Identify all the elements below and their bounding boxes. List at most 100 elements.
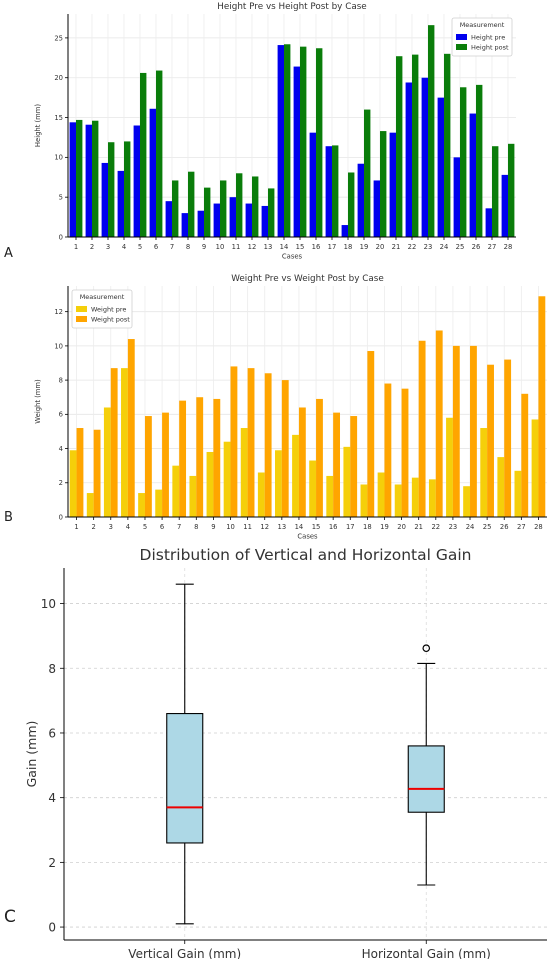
- bar: [274, 450, 282, 517]
- x-tick-label: 2: [90, 243, 94, 251]
- y-tick-label: 0: [59, 233, 63, 241]
- bar: [293, 66, 300, 237]
- y-tick-label: 0: [59, 513, 63, 521]
- bar: [236, 173, 243, 237]
- bar: [476, 84, 483, 237]
- bar: [223, 441, 231, 517]
- bar: [325, 146, 332, 237]
- x-tick-label: 4: [122, 243, 126, 251]
- bar: [350, 416, 358, 517]
- x-tick-label: 22: [431, 523, 440, 531]
- x-tick-label: 26: [472, 243, 481, 251]
- bar: [165, 201, 172, 237]
- bar: [316, 48, 323, 237]
- legend-entry: Height pre: [471, 34, 505, 42]
- x-tick-label: 20: [376, 243, 385, 251]
- bar: [364, 109, 371, 237]
- bar: [103, 407, 111, 517]
- box: [407, 745, 445, 813]
- legend-entry: Weight post: [91, 316, 130, 324]
- x-tick-label: 16: [329, 523, 338, 531]
- bar: [377, 472, 385, 517]
- y-tick-label: 8: [48, 662, 56, 676]
- legend-entry: Height post: [471, 44, 509, 52]
- bar: [156, 70, 163, 238]
- bar: [300, 46, 307, 238]
- bar: [341, 225, 348, 237]
- bar: [179, 400, 187, 517]
- x-tick-label: 17: [346, 523, 355, 531]
- bar: [204, 187, 211, 237]
- y-tick-label: 4: [48, 791, 56, 805]
- bar: [261, 205, 268, 237]
- bar: [86, 493, 94, 517]
- bar: [333, 412, 341, 517]
- bar: [133, 125, 140, 237]
- x-tick-label: 25: [456, 243, 465, 251]
- bar: [149, 108, 156, 238]
- bar: [428, 25, 435, 238]
- bar: [460, 87, 467, 238]
- x-tick-label: Horizontal Gain (mm): [362, 947, 491, 959]
- bar: [230, 366, 238, 517]
- x-tick-label: 10: [226, 523, 235, 531]
- bar: [172, 180, 179, 237]
- bar: [277, 45, 284, 237]
- bar: [240, 428, 248, 517]
- bar: [508, 143, 515, 237]
- bar: [343, 446, 351, 517]
- x-tick-label: 26: [500, 523, 509, 531]
- x-tick-label: 15: [296, 243, 305, 251]
- legend-entry: Weight pre: [91, 306, 126, 314]
- x-tick-label: 14: [280, 243, 289, 251]
- y-tick-label: 5: [59, 194, 63, 202]
- bar: [470, 345, 477, 517]
- x-tick-label: 3: [106, 243, 110, 251]
- legend-swatch: [456, 44, 467, 50]
- x-axis-label: Cases: [297, 533, 318, 541]
- bar: [281, 380, 289, 517]
- x-tick-label: 13: [264, 243, 273, 251]
- bar: [229, 197, 236, 237]
- bar: [162, 412, 169, 517]
- x-tick-label: 7: [170, 243, 174, 251]
- x-tick-label: 20: [397, 523, 406, 531]
- bar: [257, 472, 265, 517]
- panel-label-b: B: [4, 510, 13, 525]
- y-tick-label: 6: [59, 411, 63, 419]
- y-tick-label: 20: [54, 74, 63, 82]
- y-tick-label: 0: [48, 921, 56, 935]
- bar: [309, 460, 317, 517]
- weight-chart-title: Weight Pre vs Weight Post by Case: [231, 274, 384, 284]
- x-tick-label: 6: [154, 243, 158, 251]
- bar: [384, 383, 392, 517]
- panel-label-c: C: [4, 907, 16, 927]
- bar: [197, 210, 204, 237]
- x-tick-label: 10: [216, 243, 225, 251]
- x-tick-label: 18: [344, 243, 353, 251]
- x-tick-label: 23: [424, 243, 433, 251]
- y-tick-label: 10: [54, 342, 63, 350]
- legend-swatch: [76, 306, 87, 312]
- x-tick-label: 16: [312, 243, 321, 251]
- bar: [188, 171, 195, 237]
- bar: [492, 146, 499, 237]
- bar: [501, 174, 508, 237]
- y-tick-label: 4: [59, 445, 63, 453]
- bar: [284, 44, 291, 238]
- x-axis-label: Cases: [282, 253, 303, 261]
- x-tick-label: 5: [138, 243, 142, 251]
- x-tick-label: 1: [74, 243, 78, 251]
- x-tick-label: 11: [232, 243, 241, 251]
- y-tick-label: 15: [54, 114, 63, 122]
- bar: [357, 163, 364, 237]
- bar: [396, 56, 403, 238]
- bar: [69, 450, 77, 517]
- y-axis-label: Height (mm): [34, 104, 42, 148]
- x-tick-label: 12: [248, 243, 257, 251]
- bar: [268, 188, 275, 237]
- x-tick-label: 24: [440, 243, 449, 251]
- bar: [360, 484, 368, 517]
- bar: [292, 434, 299, 517]
- bar: [514, 470, 522, 517]
